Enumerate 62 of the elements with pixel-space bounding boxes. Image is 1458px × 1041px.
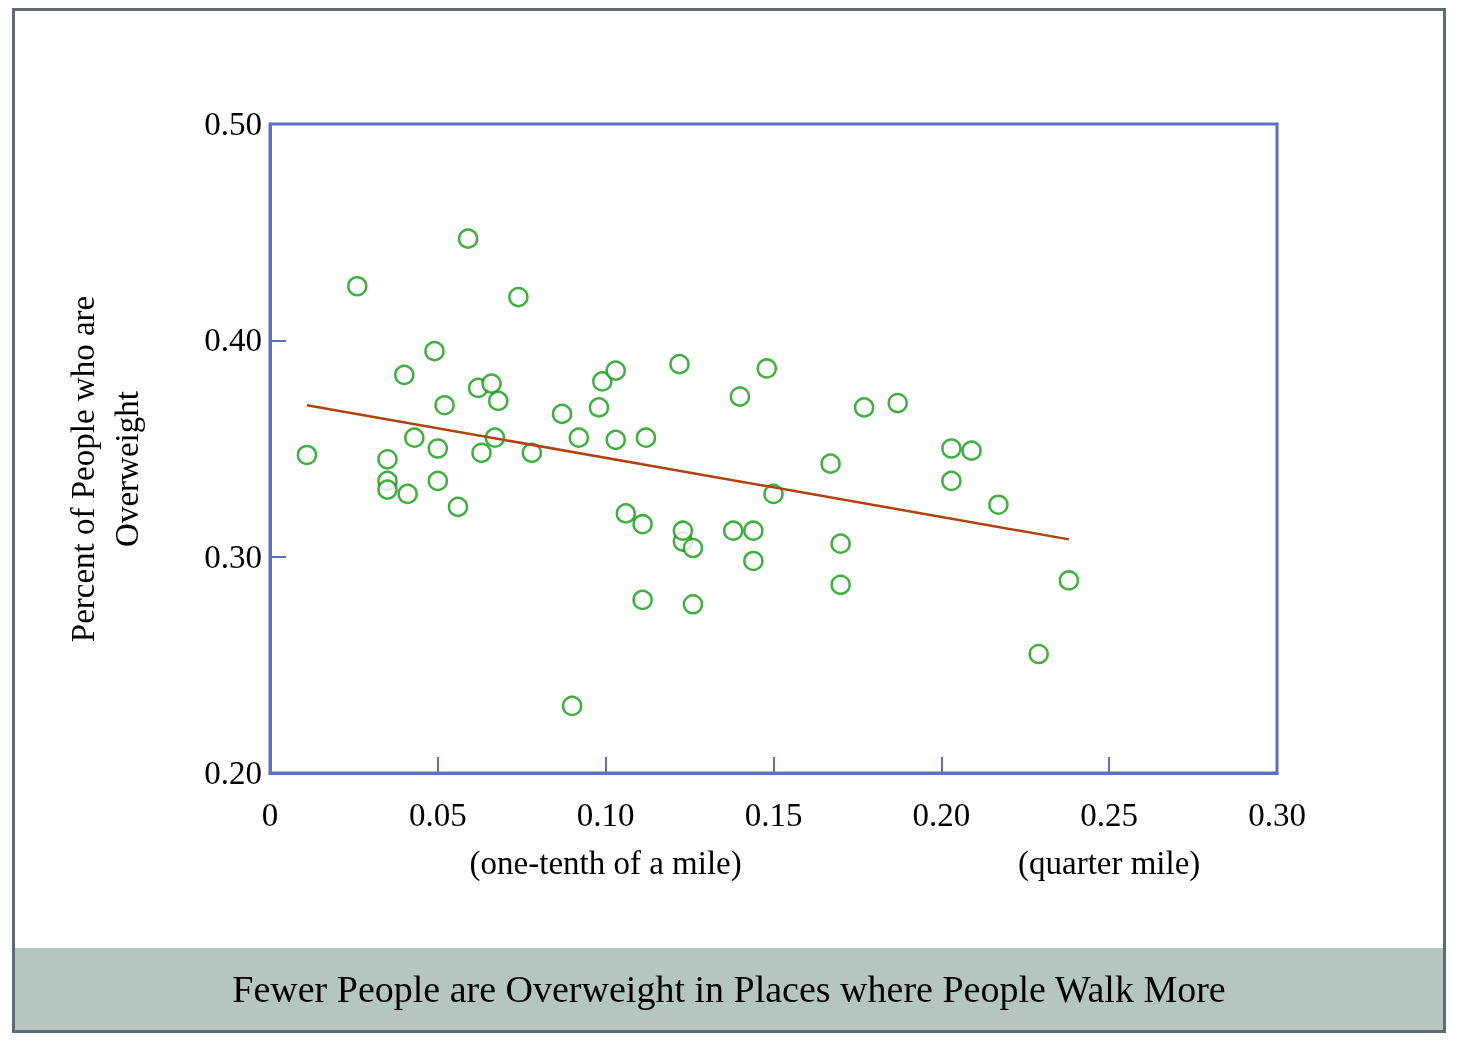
point xyxy=(729,386,751,407)
point xyxy=(830,533,851,554)
point xyxy=(404,427,425,448)
y-tick-label: 0.20 xyxy=(204,755,262,791)
point xyxy=(434,394,455,416)
point xyxy=(592,371,613,392)
point xyxy=(635,427,657,448)
point xyxy=(508,286,529,308)
point xyxy=(457,228,479,249)
x-tick-label: 0.15 xyxy=(744,797,803,833)
text: Fewer People are Overweight in Places where People Walk More xyxy=(15,948,1443,1030)
point xyxy=(682,594,704,615)
point xyxy=(853,397,875,418)
y-axis-title: Percent of People who are Overweight xyxy=(64,294,146,645)
point xyxy=(296,444,318,466)
point xyxy=(632,513,653,535)
point xyxy=(377,479,398,500)
point xyxy=(481,373,502,394)
point xyxy=(756,358,778,379)
x-tick-label: 0.10 (one-tenth of a mile) xyxy=(469,797,742,882)
point xyxy=(551,403,573,425)
y-tick-label: 0.50 xyxy=(204,106,262,142)
point xyxy=(605,429,626,451)
point xyxy=(615,503,637,524)
point xyxy=(941,438,962,459)
point xyxy=(722,520,744,541)
point xyxy=(427,470,449,492)
point xyxy=(377,449,398,470)
point xyxy=(743,520,764,541)
y-tick-label: 0.30 xyxy=(204,538,262,575)
x-tick-label: 0.25 (quarter mile) xyxy=(1018,797,1201,882)
point xyxy=(632,589,653,611)
point xyxy=(820,453,841,474)
point xyxy=(347,276,368,297)
point xyxy=(561,695,583,717)
point xyxy=(830,574,851,596)
point xyxy=(424,340,445,362)
point xyxy=(941,470,962,492)
point xyxy=(568,427,590,448)
point xyxy=(669,353,690,375)
x-tick-label: 0 xyxy=(261,797,279,833)
y-tick-label: 0.40 xyxy=(204,322,262,359)
point xyxy=(447,496,469,518)
x-tick-label: 0.30 xyxy=(1248,797,1306,833)
point xyxy=(988,494,1009,515)
point xyxy=(961,440,982,461)
point xyxy=(887,392,908,414)
point xyxy=(427,438,449,459)
x-tick-label: 0.05 xyxy=(408,797,467,833)
point xyxy=(521,442,543,464)
point xyxy=(672,520,694,541)
point xyxy=(397,483,418,505)
point xyxy=(1058,570,1080,591)
point xyxy=(394,364,415,386)
point xyxy=(488,390,509,412)
point xyxy=(682,537,704,559)
x-tick-label: 0.20 xyxy=(912,797,971,833)
point xyxy=(588,397,610,418)
point xyxy=(743,550,764,572)
point xyxy=(471,442,492,464)
point xyxy=(1028,643,1049,665)
point xyxy=(605,360,626,381)
